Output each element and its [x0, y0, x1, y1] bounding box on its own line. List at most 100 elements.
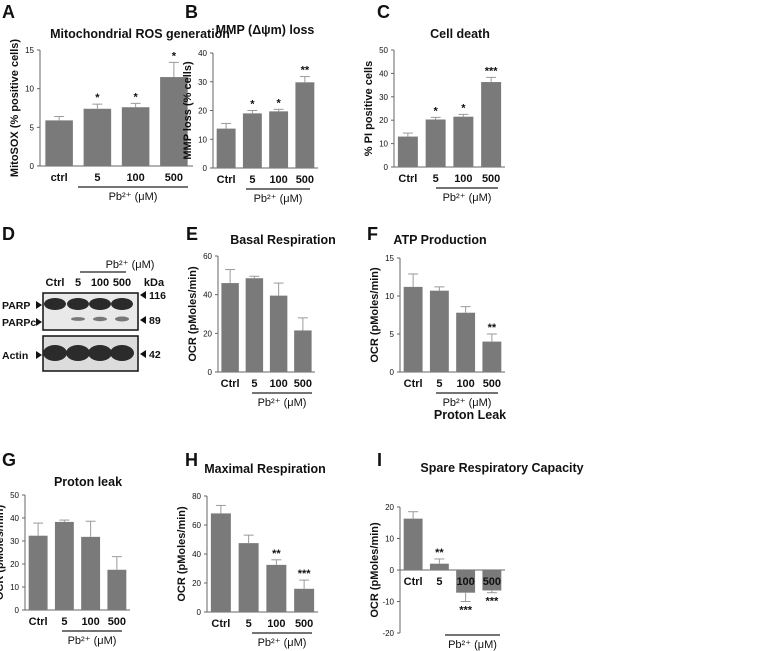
significance-marker: ** — [272, 548, 281, 560]
arrow-right-icon — [36, 318, 42, 326]
bar — [482, 341, 502, 372]
chart-panel-f: F ATP Production 0 5 10 15 OCR (pMoles/min) Ctr… — [367, 224, 505, 409]
band-parp — [67, 298, 89, 310]
x-tick-label: Ctrl — [404, 378, 423, 390]
x-axis-label: Pb²⁺ (μM) — [443, 397, 492, 409]
y-tick-label: -10 — [382, 598, 394, 607]
y-tick-label: 10 — [10, 583, 19, 592]
y-tick-label: 50 — [379, 46, 388, 55]
x-tick-label: Ctrl — [398, 173, 417, 185]
x-axis-label: Pb²⁺ (μM) — [443, 192, 492, 204]
y-tick-label: 0 — [384, 163, 389, 172]
significance-marker: * — [133, 91, 138, 103]
y-tick-label: 10 — [25, 85, 34, 94]
x-tick-label: 500 — [165, 172, 183, 184]
bar — [28, 535, 48, 610]
chart-title: Spare Respiratory Capacity — [420, 461, 583, 475]
bar — [294, 330, 312, 372]
bar — [266, 564, 287, 612]
band-actin — [88, 345, 112, 361]
significance-marker: ** — [488, 322, 497, 334]
y-tick-label: 40 — [198, 49, 207, 58]
bar — [269, 111, 289, 168]
x-tick-label: 100 — [267, 618, 285, 630]
x-axis-label: Pb²⁺ (μM) — [109, 191, 158, 203]
x-tick-label: 500 — [294, 378, 312, 390]
x-tick-label: Ctrl — [211, 618, 230, 630]
chart-panel-h: H Maximal Respiration 0 20 40 60 80 OCR (pMoles… — [176, 450, 326, 649]
bar — [160, 77, 188, 166]
y-tick-label: 20 — [379, 116, 388, 125]
x-tick-label: 5 — [251, 378, 257, 390]
y-tick-label: 20 — [192, 579, 201, 588]
bar — [221, 283, 239, 372]
chart-panel-i: I Spare Respiratory Capacity -20 -10 0 10 20 OC… — [369, 450, 584, 651]
panel-letter: H — [185, 450, 198, 470]
band-actin — [66, 345, 90, 361]
x-axis-label: Pb²⁺ (μM) — [448, 639, 497, 651]
band-parp — [44, 298, 66, 310]
panel-letter: D — [2, 224, 15, 244]
significance-marker: *** — [298, 568, 312, 580]
kda-marker: 89 — [149, 315, 161, 327]
panel-letter: I — [377, 450, 382, 470]
x-axis-label: Pb²⁺ (μM) — [254, 193, 303, 205]
x-tick-label: 500 — [483, 378, 501, 390]
y-tick-label: 0 — [197, 608, 202, 617]
significance-marker: *** — [459, 605, 473, 617]
bar — [242, 113, 262, 168]
y-axis-label: OCR (pMoles/min) — [187, 266, 199, 362]
y-tick-label: 0 — [30, 162, 35, 171]
y-tick-label: 60 — [203, 252, 212, 261]
bar — [295, 82, 315, 168]
bar — [456, 570, 476, 593]
panel-letter: A — [2, 2, 15, 22]
significance-marker: * — [172, 50, 177, 62]
x-tick-label: 5 — [436, 576, 442, 588]
chart-title: Maximal Respiration — [204, 462, 326, 476]
x-tick-label: 500 — [295, 618, 313, 630]
y-axis-label: OCR (pMoles/min) — [0, 505, 6, 601]
chart-title: Cell death — [430, 27, 490, 41]
chart-panel-g: G Proton leak 0 10 20 30 40 50 OCR (pMoles/min) C… — [0, 450, 130, 647]
x-tick-label: 5 — [436, 378, 442, 390]
panel-letter: B — [185, 2, 198, 22]
significance-marker: * — [433, 105, 438, 117]
row-label: PARPc — [2, 317, 36, 329]
x-tick-label: Ctrl — [404, 576, 423, 588]
bar — [81, 536, 101, 610]
x-tick-label: 500 — [296, 174, 314, 186]
lane-label: 100 — [91, 277, 109, 289]
panel-letter: E — [186, 224, 198, 244]
x-tick-label: 500 — [482, 173, 500, 185]
bar — [245, 278, 264, 372]
y-axis-label: OCR (pMoles/min) — [176, 506, 188, 602]
bar — [107, 569, 127, 610]
bar — [403, 286, 423, 372]
x-axis-label: Pb²⁺ (μM) — [258, 397, 307, 409]
significance-marker: *** — [485, 65, 499, 77]
significance-marker: * — [250, 99, 255, 111]
lane-label: 500 — [113, 277, 131, 289]
x-axis-label: Pb²⁺ (μM) — [68, 635, 117, 647]
kda-header: kDa — [144, 277, 165, 289]
x-tick-label: Ctrl — [29, 616, 48, 628]
chart-title: Mitochondrial ROS generation — [50, 27, 230, 41]
chart-title: Basal Respiration — [230, 233, 336, 247]
y-tick-label: 30 — [379, 93, 388, 102]
y-tick-label: 40 — [10, 514, 19, 523]
band-parpc — [71, 317, 85, 321]
bar — [403, 518, 423, 570]
bar — [425, 119, 446, 167]
x-tick-label: 100 — [269, 174, 287, 186]
y-tick-label: 20 — [10, 560, 19, 569]
row-label: Actin — [2, 350, 28, 362]
y-tick-label: 15 — [25, 46, 34, 55]
bar — [429, 563, 449, 570]
lane-label: Ctrl — [46, 277, 65, 289]
bar — [54, 521, 74, 610]
arrow-left-icon — [140, 316, 146, 324]
band-parp — [111, 298, 133, 310]
bar — [481, 82, 502, 167]
